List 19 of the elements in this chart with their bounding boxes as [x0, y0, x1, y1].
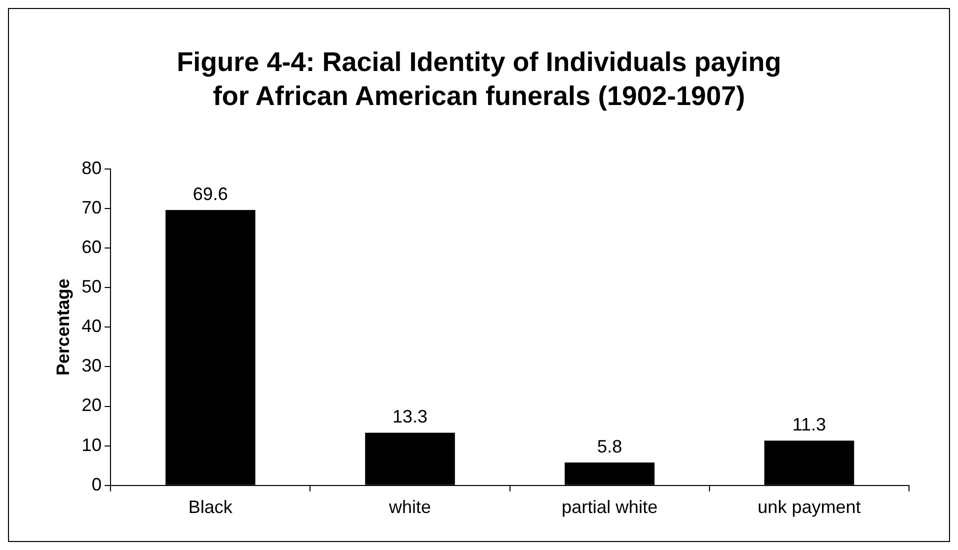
x-tick-label: white — [388, 497, 432, 518]
y-tick-label: 70 — [82, 197, 102, 218]
data-label: 5.8 — [597, 436, 622, 456]
x-tick-label: partial white — [562, 497, 658, 518]
x-tick-label: unk payment — [758, 497, 861, 518]
y-tick-label: 50 — [82, 276, 102, 296]
chart-title: Figure 4-4: Racial Identity of Individuals paying for African American funerals (1902-1907) — [176, 46, 782, 113]
data-label: 13.3 — [392, 406, 428, 427]
x-tick-label: Black — [188, 497, 234, 518]
y-tick-label: 80 — [82, 158, 102, 178]
y-tick-label: 10 — [82, 434, 102, 455]
data-label: 69.6 — [192, 184, 228, 204]
y-tick-label: 30 — [82, 356, 102, 376]
data-label: 11.3 — [792, 414, 826, 435]
y-tick-label: 20 — [82, 395, 102, 416]
y-tick-label: 0 — [92, 474, 102, 494]
y-axis-title: Percentage — [52, 278, 73, 376]
y-tick-label: 60 — [82, 236, 102, 257]
y-tick-label: 40 — [82, 316, 102, 336]
